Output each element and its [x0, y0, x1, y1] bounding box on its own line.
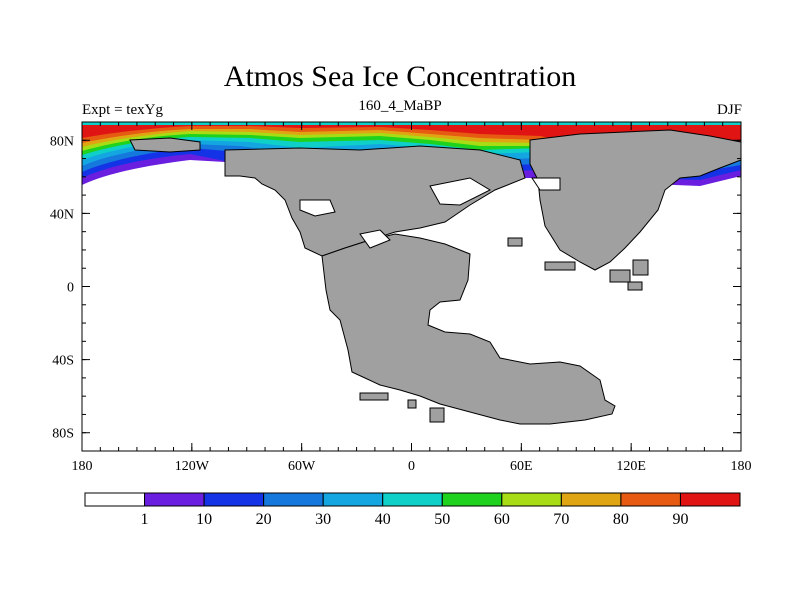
colorbar: 1 10 20 30 40 50 60 70 80 90 [84, 492, 741, 528]
x-axis: 180 120W 60W 0 60E 120E 180 [72, 122, 752, 474]
colorbar-label: 10 [196, 511, 212, 528]
colorbar-segment [441, 492, 503, 507]
landmass-arctic-island [129, 137, 201, 153]
y-tick-label: 40N [50, 207, 74, 222]
landmass-island-a [544, 261, 576, 271]
landmass-island-g [429, 407, 445, 423]
x-tick-label: 120W [175, 459, 210, 474]
inland-sea-a [299, 199, 336, 217]
landmass-island-h [407, 399, 417, 409]
colorbar-label: 20 [256, 511, 272, 528]
colorbar-label: 1 [141, 511, 149, 528]
landmass-island-d [627, 281, 643, 291]
x-tick-label: 60W [288, 459, 316, 474]
colorbar-segment [263, 492, 324, 507]
colorbar-label: 60 [494, 511, 510, 528]
colorbar-label: 70 [553, 511, 569, 528]
y-axis: 80N 40N 0 40S 80S [50, 121, 741, 452]
landmass-asia [529, 129, 741, 271]
inland-sea-d [359, 229, 391, 249]
colorbar-segment [560, 492, 622, 507]
y-tick-label: 0 [67, 281, 74, 296]
colorbar-label: 50 [434, 511, 450, 528]
y-tick-label: 80S [52, 427, 74, 442]
period-label: 160_4_MaBP [358, 98, 442, 114]
x-tick-label: 180 [72, 459, 93, 474]
experiment-label: Expt = texYg [82, 102, 163, 118]
landmass-island-b [609, 269, 631, 283]
colorbar-segment [322, 492, 384, 507]
x-tick-label: 60E [510, 459, 533, 474]
colorbar-segment [382, 492, 443, 507]
colorbar-segment [679, 492, 741, 507]
land-masses [129, 129, 741, 425]
season-label: DJF [716, 102, 742, 118]
x-tick-label: 0 [408, 459, 415, 474]
x-tick-label: 120E [616, 459, 646, 474]
landmass-island-e [507, 237, 523, 247]
y-tick-label: 80N [50, 134, 74, 149]
colorbar-segment [144, 492, 205, 507]
landmass-africa-south-america [321, 233, 616, 425]
inland-waters [299, 177, 561, 249]
colorbar-segment [501, 492, 562, 507]
y-tick-label: 40S [52, 354, 74, 369]
colorbar-label: 90 [672, 511, 688, 528]
inland-sea-b [429, 177, 492, 206]
colorbar-label: 40 [375, 511, 391, 528]
colorbar-segment [84, 492, 146, 507]
map-title: Atmos Sea Ice Concentration [223, 60, 577, 93]
landmass-island-f [359, 392, 389, 401]
x-tick-label: 180 [731, 459, 752, 474]
colorbar-segment [203, 492, 265, 507]
ice-band-90 [82, 122, 741, 162]
inland-sea-c [531, 177, 561, 191]
landmass-island-c [632, 259, 649, 276]
map-area [82, 122, 741, 451]
colorbar-label: 30 [315, 511, 331, 528]
colorbar-label: 80 [613, 511, 629, 528]
colorbar-segment [620, 492, 681, 507]
